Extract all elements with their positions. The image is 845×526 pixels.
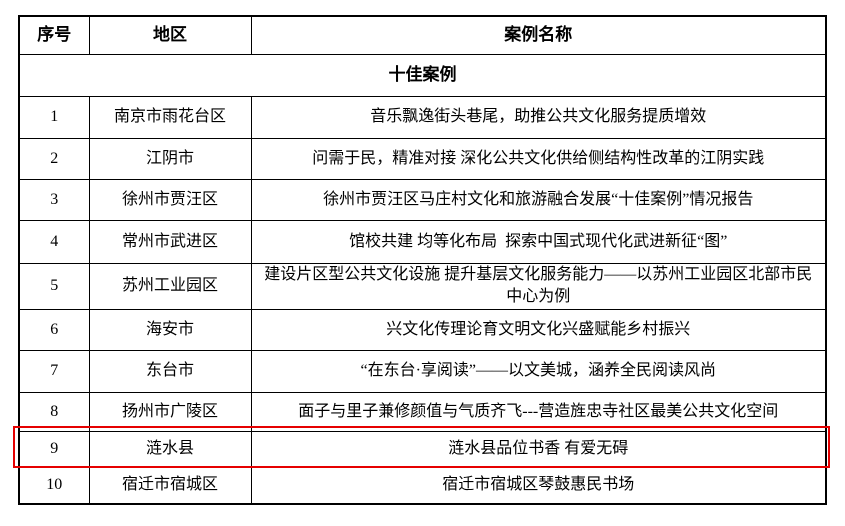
cell-index: 1 [18, 95, 90, 139]
cell-region: 涟水县 [88, 430, 252, 468]
cell-region: 南京市雨花台区 [88, 95, 252, 139]
cell-region: 东台市 [88, 349, 252, 393]
table-row-highlighted: 9 涟水县 涟水县品位书香 有爱无碍 [18, 430, 827, 468]
cell-index: 8 [18, 391, 90, 432]
table-header-row: 序号 地区 案例名称 [18, 15, 827, 55]
cell-case: 音乐飘逸街头巷尾，助推公共文化服务提质增效 [250, 95, 827, 139]
cell-index: 6 [18, 308, 90, 351]
column-header-region: 地区 [88, 15, 252, 55]
cell-case: 涟水县品位书香 有爱无碍 [250, 430, 827, 468]
cell-region: 苏州工业园区 [88, 262, 252, 310]
cell-case: 面子与里子兼修颜值与气质齐飞---营造旌忠寺社区最美公共文化空间 [250, 391, 827, 432]
table-row: 5 苏州工业园区 建设片区型公共文化设施 提升基层文化服务能力——以苏州工业园区… [18, 262, 827, 310]
cell-case: 问需于民，精准对接 深化公共文化供给侧结构性改革的江阴实践 [250, 137, 827, 180]
cell-region: 宿迁市宿城区 [88, 466, 252, 505]
cell-index: 7 [18, 349, 90, 393]
table-row: 4 常州市武进区 馆校共建 均等化布局 探索中国式现代化武进新征“图” [18, 219, 827, 264]
section-title: 十佳案例 [18, 53, 827, 97]
section-title-row: 十佳案例 [18, 53, 827, 97]
cell-index: 4 [18, 219, 90, 264]
table-row: 6 海安市 兴文化传理论育文明文化兴盛赋能乡村振兴 [18, 308, 827, 351]
cell-case: 兴文化传理论育文明文化兴盛赋能乡村振兴 [250, 308, 827, 351]
cell-index: 2 [18, 137, 90, 180]
cell-region: 扬州市广陵区 [88, 391, 252, 432]
top-ten-cases-table: 序号 地区 案例名称 十佳案例 1 南京市雨花台区 音乐飘逸街头巷尾，助推公共文… [18, 15, 827, 505]
cell-region: 江阴市 [88, 137, 252, 180]
cell-index: 9 [18, 430, 90, 468]
column-header-case: 案例名称 [250, 15, 827, 55]
cell-region: 徐州市贾汪区 [88, 178, 252, 221]
table-row: 7 东台市 “在东台·享阅读”——以文美城，涵养全民阅读风尚 [18, 349, 827, 393]
cell-region: 常州市武进区 [88, 219, 252, 264]
table-row: 8 扬州市广陵区 面子与里子兼修颜值与气质齐飞---营造旌忠寺社区最美公共文化空… [18, 391, 827, 432]
table-row: 10 宿迁市宿城区 宿迁市宿城区琴鼓惠民书场 [18, 466, 827, 505]
column-header-index: 序号 [18, 15, 90, 55]
cell-case: 宿迁市宿城区琴鼓惠民书场 [250, 466, 827, 505]
cell-index: 3 [18, 178, 90, 221]
cell-index: 5 [18, 262, 90, 310]
table-row: 2 江阴市 问需于民，精准对接 深化公共文化供给侧结构性改革的江阴实践 [18, 137, 827, 180]
cell-case: 建设片区型公共文化设施 提升基层文化服务能力——以苏州工业园区北部市民中心为例 [250, 262, 827, 310]
cell-index: 10 [18, 466, 90, 505]
cell-case: “在东台·享阅读”——以文美城，涵养全民阅读风尚 [250, 349, 827, 393]
table-row: 3 徐州市贾汪区 徐州市贾汪区马庄村文化和旅游融合发展“十佳案例”情况报告 [18, 178, 827, 221]
cell-case: 馆校共建 均等化布局 探索中国式现代化武进新征“图” [250, 219, 827, 264]
table-row: 1 南京市雨花台区 音乐飘逸街头巷尾，助推公共文化服务提质增效 [18, 95, 827, 139]
cell-region: 海安市 [88, 308, 252, 351]
cell-case: 徐州市贾汪区马庄村文化和旅游融合发展“十佳案例”情况报告 [250, 178, 827, 221]
